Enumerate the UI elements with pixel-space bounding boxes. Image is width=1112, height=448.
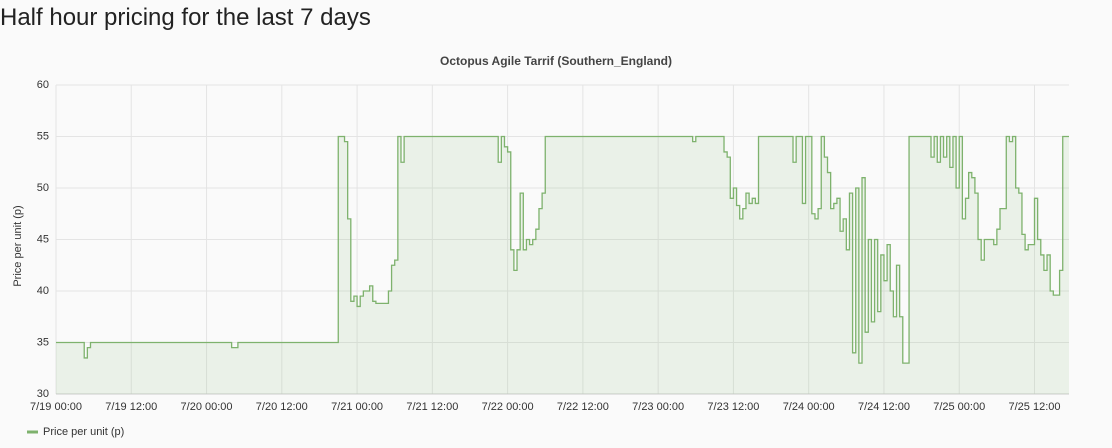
- y-tick-label: 30: [37, 388, 49, 400]
- y-tick-label: 35: [37, 336, 49, 348]
- y-axis-label: Price per unit (p): [12, 205, 24, 286]
- y-tick-label: 40: [37, 285, 49, 297]
- x-tick-label: 7/20 12:00: [256, 401, 308, 413]
- x-tick-label: 7/20 00:00: [181, 401, 233, 413]
- x-tick-label: 7/23 12:00: [707, 401, 759, 413]
- page-heading: Half hour pricing for the last 7 days: [0, 4, 371, 31]
- x-tick-label: 7/24 00:00: [783, 401, 835, 413]
- x-tick-label: 7/22 00:00: [482, 401, 534, 413]
- y-tick-label: 60: [37, 79, 49, 91]
- series-area: [56, 136, 1069, 394]
- x-tick-label: 7/19 12:00: [105, 401, 157, 413]
- x-tick-label: 7/25 12:00: [1009, 401, 1061, 413]
- x-tick-label: 7/19 00:00: [30, 401, 82, 413]
- x-tick-label: 7/23 00:00: [632, 401, 684, 413]
- series-line: [56, 135, 1069, 364]
- x-tick-label: 7/25 00:00: [933, 401, 985, 413]
- x-tick-label: 7/22 12:00: [557, 401, 609, 413]
- x-tick-label: 7/21 12:00: [406, 401, 458, 413]
- x-tick-label: 7/24 12:00: [858, 401, 910, 413]
- y-tick-label: 55: [37, 130, 49, 142]
- x-tick-label: 7/21 00:00: [331, 401, 383, 413]
- legend-label: Price per unit (p): [43, 426, 124, 438]
- chart-title: Octopus Agile Tarrif (Southern_England): [440, 54, 672, 68]
- y-tick-label: 45: [37, 233, 49, 245]
- y-tick-label: 50: [37, 182, 49, 194]
